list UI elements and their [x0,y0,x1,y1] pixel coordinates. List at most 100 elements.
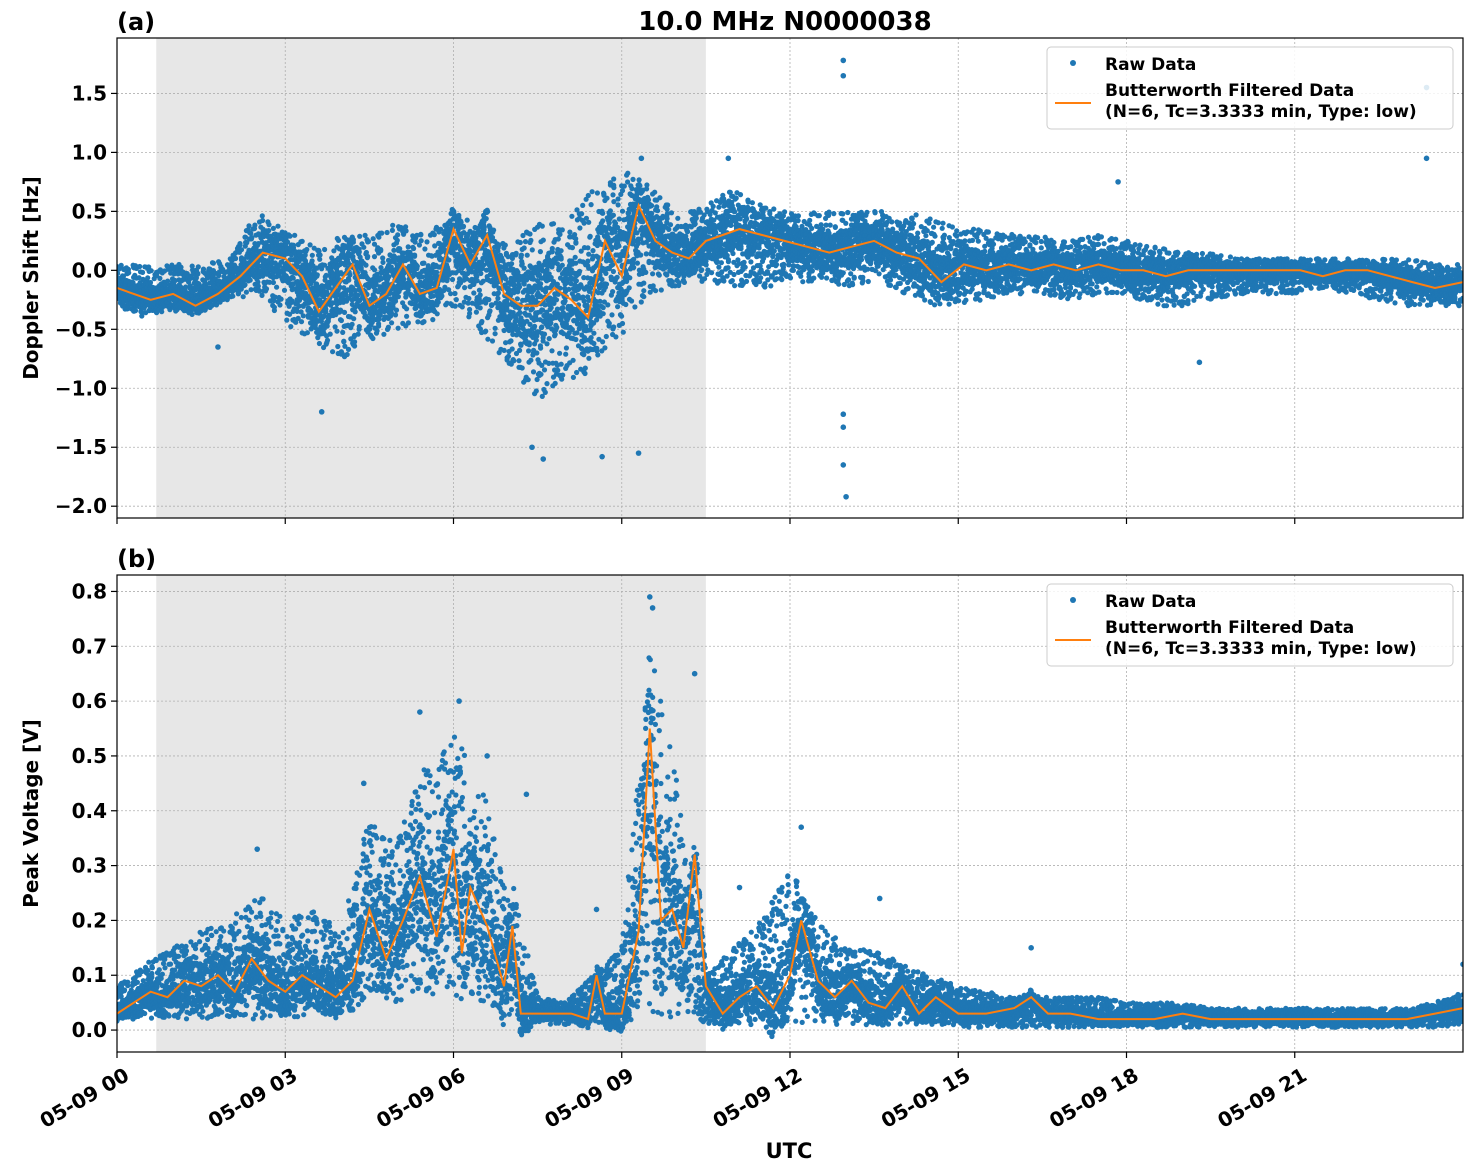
raw-data-point [195,264,201,270]
raw-data-point [522,239,529,245]
raw-data-point [244,240,250,246]
raw-data-point [559,262,565,268]
raw-data-point [272,294,278,300]
raw-data-point [630,176,636,182]
raw-data-point [346,277,352,283]
raw-data-point [509,261,515,267]
raw-data-point [607,208,614,214]
raw-data-point [298,319,305,325]
raw-data-point [495,290,501,296]
raw-data-point [242,282,248,288]
raw-data-point [263,286,270,292]
raw-data-point [405,244,411,250]
raw-data-point [638,299,644,305]
raw-data-point [210,260,216,266]
raw-data-point [590,248,596,254]
raw-data-point [384,229,390,236]
raw-data-point [356,249,362,255]
raw-data-point [259,213,265,219]
raw-data-point [666,226,672,232]
raw-data-point [412,252,418,258]
raw-data-point [467,306,473,313]
raw-data-point [509,346,515,352]
raw-data-point [395,294,401,300]
raw-data-point [330,300,336,306]
raw-data-point [572,254,578,260]
raw-data-point [270,279,276,286]
raw-data-point [492,325,498,331]
raw-data-point [664,216,670,222]
raw-data-point [552,331,558,337]
raw-data-point [256,288,263,294]
raw-data-point [725,265,731,271]
raw-data-point [502,242,508,248]
raw-data-point [485,336,491,342]
raw-data-point [600,305,606,311]
raw-data-point [632,304,638,310]
raw-data-point [588,202,594,208]
raw-data-point [481,224,487,230]
raw-data-point [619,313,625,319]
raw-data-point [528,357,534,363]
raw-data-point [363,262,369,268]
raw-data-point [685,229,691,235]
raw-data-point [529,306,536,312]
raw-data-point [600,218,606,224]
raw-data-point [404,306,410,312]
raw-data-point [573,278,580,284]
raw-data-point [586,219,592,225]
raw-data-point [505,353,512,359]
raw-data-point [352,309,358,315]
raw-data-point [559,227,565,233]
raw-data-point [703,262,709,268]
raw-data-point [327,331,333,337]
raw-data-point [573,239,579,245]
raw-data-point [378,247,384,253]
raw-data-point [314,281,320,287]
raw-data-point [606,320,612,326]
raw-data-point [513,250,519,256]
raw-data-point [471,290,477,296]
raw-data-point [365,253,371,260]
raw-data-point [452,303,458,309]
raw-data-point [524,252,530,258]
raw-data-point [213,302,220,308]
raw-data-point [549,249,555,255]
raw-data-point [418,238,424,244]
raw-data-point [554,324,560,330]
raw-data-point [558,256,564,262]
raw-data-point [300,313,306,319]
raw-data-point [324,323,330,329]
raw-data-point [292,232,298,238]
raw-data-point [643,269,649,275]
raw-data-point [511,358,517,364]
raw-data-point [609,312,615,318]
raw-data-point [374,328,380,334]
raw-data-point [574,369,580,376]
raw-data-point [732,283,738,289]
raw-data-point [525,377,531,383]
raw-data-point [356,324,362,330]
raw-data-point [189,311,195,317]
raw-data-point [582,365,588,371]
raw-data-point [521,245,527,251]
raw-data-point [341,339,347,345]
raw-data-point [581,220,587,226]
raw-data-point [381,331,387,337]
raw-data-point [278,296,284,302]
raw-data-point [649,203,655,209]
raw-data-point [172,277,178,284]
raw-data-point [653,288,659,294]
raw-data-point [615,202,621,208]
raw-data-point [421,319,427,325]
raw-data-point [725,257,732,263]
raw-data-point [710,203,716,209]
raw-data-point [665,202,671,208]
raw-data-point [548,305,554,311]
raw-data-point [271,304,277,310]
raw-data-point [395,325,401,331]
raw-data-point [476,287,482,293]
raw-data-point [307,242,313,248]
raw-data-point [255,283,261,289]
raw-data-point [118,262,124,268]
